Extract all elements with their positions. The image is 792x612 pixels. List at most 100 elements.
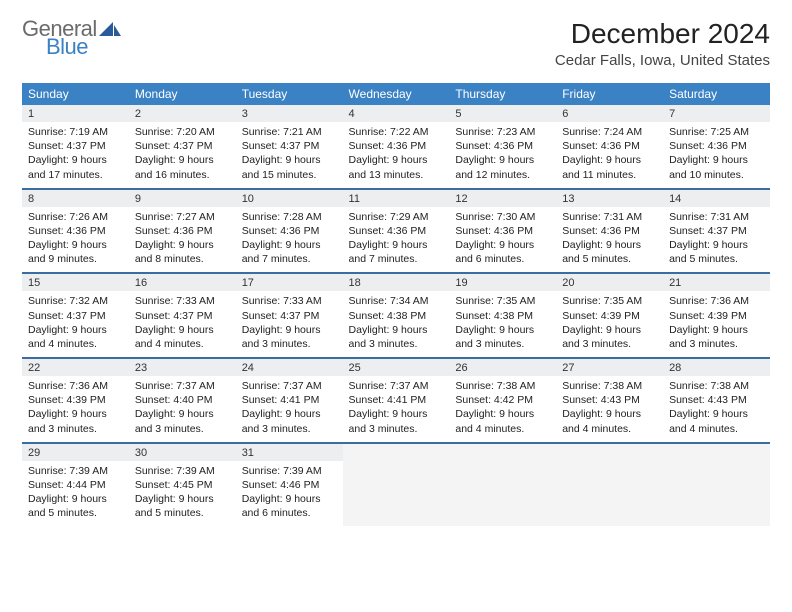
day-info-cell: Sunrise: 7:31 AMSunset: 4:37 PMDaylight:…	[663, 207, 770, 274]
day-ss: Sunset: 4:36 PM	[669, 139, 764, 153]
day-info-cell: Sunrise: 7:21 AMSunset: 4:37 PMDaylight:…	[236, 122, 343, 189]
day-d1: Daylight: 9 hours	[562, 153, 657, 167]
day-ss: Sunset: 4:36 PM	[135, 224, 230, 238]
day-d2: and 5 minutes.	[562, 252, 657, 266]
day-ss: Sunset: 4:38 PM	[349, 309, 444, 323]
month-title: December 2024	[555, 18, 770, 50]
day-number-cell: 3	[236, 105, 343, 122]
day-d2: and 5 minutes.	[28, 506, 123, 520]
day-info-cell	[556, 461, 663, 527]
day-number-cell	[663, 443, 770, 461]
day-sr: Sunrise: 7:21 AM	[242, 125, 337, 139]
weekday-header: Thursday	[449, 83, 556, 105]
day-d1: Daylight: 9 hours	[669, 323, 764, 337]
day-d2: and 10 minutes.	[669, 168, 764, 182]
weekday-header: Friday	[556, 83, 663, 105]
day-d1: Daylight: 9 hours	[135, 407, 230, 421]
day-ss: Sunset: 4:36 PM	[562, 139, 657, 153]
day-sr: Sunrise: 7:20 AM	[135, 125, 230, 139]
day-ss: Sunset: 4:41 PM	[242, 393, 337, 407]
day-ss: Sunset: 4:39 PM	[669, 309, 764, 323]
day-ss: Sunset: 4:36 PM	[242, 224, 337, 238]
day-d2: and 6 minutes.	[455, 252, 550, 266]
day-ss: Sunset: 4:43 PM	[562, 393, 657, 407]
day-d1: Daylight: 9 hours	[242, 407, 337, 421]
day-info-row: Sunrise: 7:26 AMSunset: 4:36 PMDaylight:…	[22, 207, 770, 274]
day-d1: Daylight: 9 hours	[562, 238, 657, 252]
day-info-cell: Sunrise: 7:38 AMSunset: 4:43 PMDaylight:…	[556, 376, 663, 443]
day-info-cell: Sunrise: 7:38 AMSunset: 4:43 PMDaylight:…	[663, 376, 770, 443]
day-d1: Daylight: 9 hours	[455, 407, 550, 421]
day-d2: and 3 minutes.	[669, 337, 764, 351]
day-info-row: Sunrise: 7:36 AMSunset: 4:39 PMDaylight:…	[22, 376, 770, 443]
day-sr: Sunrise: 7:28 AM	[242, 210, 337, 224]
day-number-cell: 29	[22, 443, 129, 461]
logo-sail-icon	[99, 22, 121, 36]
day-number-cell	[556, 443, 663, 461]
day-info-cell: Sunrise: 7:19 AMSunset: 4:37 PMDaylight:…	[22, 122, 129, 189]
day-ss: Sunset: 4:45 PM	[135, 478, 230, 492]
day-d1: Daylight: 9 hours	[669, 238, 764, 252]
location: Cedar Falls, Iowa, United States	[555, 52, 770, 69]
day-number-cell: 18	[343, 273, 450, 291]
day-d1: Daylight: 9 hours	[349, 323, 444, 337]
day-d2: and 3 minutes.	[28, 422, 123, 436]
day-d2: and 4 minutes.	[135, 337, 230, 351]
day-sr: Sunrise: 7:36 AM	[669, 294, 764, 308]
day-ss: Sunset: 4:36 PM	[349, 224, 444, 238]
weekday-header: Monday	[129, 83, 236, 105]
day-number-cell: 4	[343, 105, 450, 122]
day-d2: and 7 minutes.	[242, 252, 337, 266]
day-number-cell: 15	[22, 273, 129, 291]
day-sr: Sunrise: 7:37 AM	[135, 379, 230, 393]
day-info-cell: Sunrise: 7:38 AMSunset: 4:42 PMDaylight:…	[449, 376, 556, 443]
weekday-header: Wednesday	[343, 83, 450, 105]
day-info-cell: Sunrise: 7:20 AMSunset: 4:37 PMDaylight:…	[129, 122, 236, 189]
day-sr: Sunrise: 7:23 AM	[455, 125, 550, 139]
day-info-cell: Sunrise: 7:39 AMSunset: 4:45 PMDaylight:…	[129, 461, 236, 527]
day-d2: and 3 minutes.	[242, 422, 337, 436]
day-d1: Daylight: 9 hours	[455, 238, 550, 252]
day-d1: Daylight: 9 hours	[455, 153, 550, 167]
day-number-row: 22232425262728	[22, 358, 770, 376]
day-sr: Sunrise: 7:35 AM	[455, 294, 550, 308]
day-d2: and 3 minutes.	[242, 337, 337, 351]
day-info-cell: Sunrise: 7:26 AMSunset: 4:36 PMDaylight:…	[22, 207, 129, 274]
day-info-cell: Sunrise: 7:37 AMSunset: 4:41 PMDaylight:…	[236, 376, 343, 443]
day-d1: Daylight: 9 hours	[135, 323, 230, 337]
day-sr: Sunrise: 7:26 AM	[28, 210, 123, 224]
day-sr: Sunrise: 7:27 AM	[135, 210, 230, 224]
day-d1: Daylight: 9 hours	[135, 492, 230, 506]
day-ss: Sunset: 4:39 PM	[28, 393, 123, 407]
day-sr: Sunrise: 7:24 AM	[562, 125, 657, 139]
day-ss: Sunset: 4:37 PM	[669, 224, 764, 238]
day-sr: Sunrise: 7:33 AM	[135, 294, 230, 308]
day-d2: and 5 minutes.	[669, 252, 764, 266]
day-info-row: Sunrise: 7:19 AMSunset: 4:37 PMDaylight:…	[22, 122, 770, 189]
day-number-cell: 10	[236, 189, 343, 207]
day-number-cell: 20	[556, 273, 663, 291]
day-info-cell: Sunrise: 7:22 AMSunset: 4:36 PMDaylight:…	[343, 122, 450, 189]
day-info-cell: Sunrise: 7:36 AMSunset: 4:39 PMDaylight:…	[663, 291, 770, 358]
day-info-cell: Sunrise: 7:25 AMSunset: 4:36 PMDaylight:…	[663, 122, 770, 189]
day-sr: Sunrise: 7:38 AM	[669, 379, 764, 393]
day-ss: Sunset: 4:37 PM	[28, 139, 123, 153]
day-info-cell: Sunrise: 7:37 AMSunset: 4:41 PMDaylight:…	[343, 376, 450, 443]
day-number-row: 891011121314	[22, 189, 770, 207]
day-d1: Daylight: 9 hours	[349, 407, 444, 421]
day-number-cell: 5	[449, 105, 556, 122]
day-d1: Daylight: 9 hours	[455, 323, 550, 337]
day-d1: Daylight: 9 hours	[28, 238, 123, 252]
day-info-cell	[663, 461, 770, 527]
day-number-cell: 7	[663, 105, 770, 122]
day-d1: Daylight: 9 hours	[349, 238, 444, 252]
logo-word2: Blue	[46, 36, 121, 58]
day-ss: Sunset: 4:37 PM	[135, 139, 230, 153]
day-ss: Sunset: 4:37 PM	[242, 309, 337, 323]
day-number-cell: 9	[129, 189, 236, 207]
day-number-cell: 12	[449, 189, 556, 207]
day-info-cell: Sunrise: 7:29 AMSunset: 4:36 PMDaylight:…	[343, 207, 450, 274]
day-sr: Sunrise: 7:39 AM	[135, 464, 230, 478]
day-number-cell: 26	[449, 358, 556, 376]
day-d2: and 17 minutes.	[28, 168, 123, 182]
